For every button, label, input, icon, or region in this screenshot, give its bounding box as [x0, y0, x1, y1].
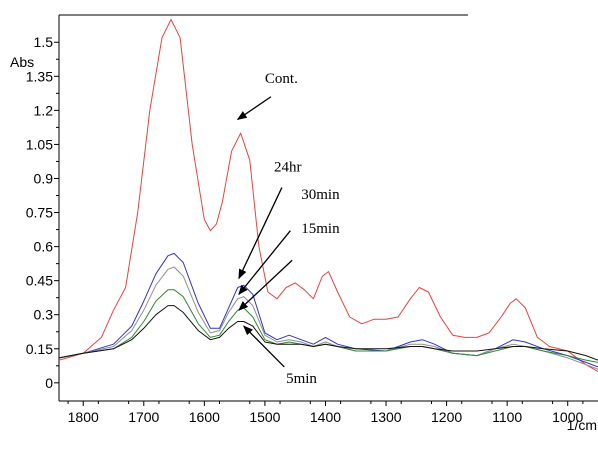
series-line-cont: [59, 19, 598, 372]
x-tick-label: 1200: [431, 409, 462, 425]
annotation-arrow: [238, 259, 293, 311]
annotation-label: Cont.: [265, 71, 298, 87]
x-tick-label: 1700: [128, 409, 159, 425]
series-line-15min: [59, 289, 598, 363]
series-line-24hr: [59, 252, 598, 368]
y-tick-label: 0.3: [34, 307, 54, 323]
y-tick-label: 0.9: [34, 170, 54, 186]
series-layer: [59, 19, 598, 372]
annotation-arrow: [236, 96, 272, 121]
y-tick-label: 0.75: [26, 205, 53, 221]
x-tick-label: 1500: [249, 409, 280, 425]
y-tick-label: 1.05: [26, 136, 53, 152]
series-line-5min: [59, 305, 598, 361]
y-tick-label: 1.35: [26, 68, 53, 84]
annotation-label: 5min: [286, 371, 317, 387]
tick-layer: 0 0.15 0.3 0.45 0.6 0.75 0.9 1.05 1.2 1.35 1.5 1800…: [26, 34, 584, 425]
y-tick-label: 1.2: [34, 102, 54, 118]
annotation-arrow: [238, 230, 291, 296]
x-tick-label: 1000: [552, 409, 583, 425]
y-tick-label: 1.5: [34, 34, 54, 50]
y-tick-label: 0.15: [26, 341, 53, 357]
y-tick-label: 0: [45, 375, 53, 391]
annotation-arrow: [243, 325, 285, 368]
y-tick-label: 0.45: [26, 273, 53, 289]
x-tick-label: 1800: [68, 409, 99, 425]
annotation-label: 24hr: [274, 160, 302, 176]
annotation-arrow: [238, 187, 283, 280]
series-line-30min: [59, 266, 598, 370]
plot-frame: [58, 14, 598, 402]
x-axis-label: 1/cm: [567, 417, 597, 433]
x-tick-label: 1600: [189, 409, 220, 425]
annotation-label: 30min: [301, 187, 340, 203]
y-tick-label: 0.6: [34, 239, 54, 255]
y-axis-label: Abs: [10, 54, 34, 70]
x-tick-label: 1100: [492, 409, 522, 425]
x-tick-label: 1400: [310, 409, 341, 425]
x-tick-label: 1300: [370, 409, 401, 425]
annotation-layer: Cont. 24hr 30min 15min 5min: [236, 71, 340, 387]
annotation-label: 15min: [301, 221, 340, 237]
